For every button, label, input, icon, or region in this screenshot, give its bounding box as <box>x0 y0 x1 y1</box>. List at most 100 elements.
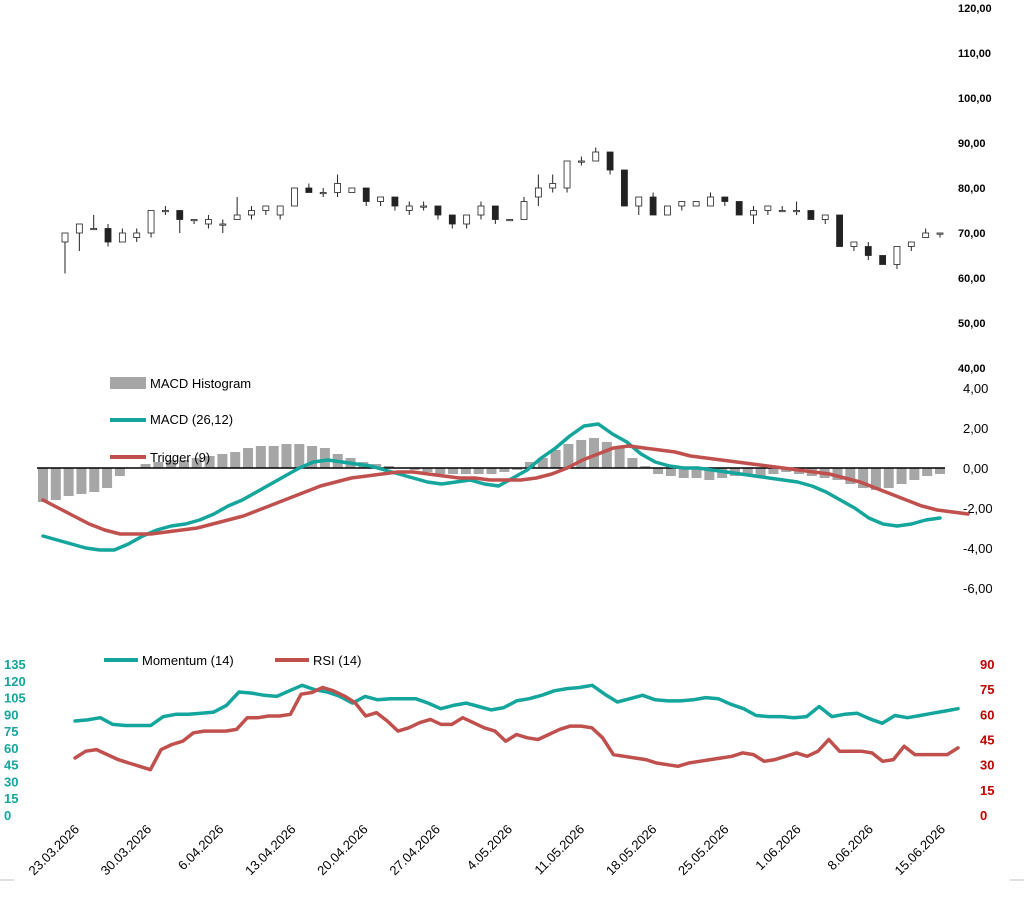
date-tick-label: 1.06.2026 <box>752 822 804 874</box>
candle-body <box>276 205 284 216</box>
candle-body <box>305 187 313 193</box>
price-tick-label: 50,00 <box>958 318 986 330</box>
candle-body <box>549 183 557 189</box>
candle-body <box>649 196 657 216</box>
candle-body <box>162 210 169 213</box>
candle-body <box>463 214 471 225</box>
rsi-tick-label: 30 <box>980 758 994 773</box>
candle-body <box>391 196 399 207</box>
histogram-bar <box>191 458 202 468</box>
histogram-bar <box>755 468 766 476</box>
histogram-bar <box>383 466 394 468</box>
histogram-bar <box>166 460 177 468</box>
histogram-bar <box>883 468 894 488</box>
histogram-bar <box>89 468 100 492</box>
candle-body <box>477 205 485 216</box>
histogram-bar <box>153 462 164 468</box>
histogram-bar <box>486 468 497 474</box>
rsi-tick-label: 75 <box>980 682 994 697</box>
candle-body <box>334 183 341 193</box>
rsi-tick-label: 60 <box>980 707 994 722</box>
date-tick-label: 25.05.2026 <box>675 822 732 879</box>
price-tick-label: 120,00 <box>958 3 992 15</box>
candle-body <box>147 210 155 234</box>
candle-body <box>922 232 930 238</box>
candle-body <box>707 196 714 207</box>
histogram-bar <box>319 448 330 468</box>
momentum-tick-label: 75 <box>4 724 18 739</box>
histogram-bar <box>38 468 48 502</box>
momentum-tick-label: 0 <box>4 808 11 823</box>
candle-body <box>807 210 815 220</box>
candle-body <box>735 201 743 216</box>
candle-body <box>348 187 356 193</box>
candle-body <box>893 246 901 265</box>
candle-body <box>864 246 872 256</box>
price-tick-label: 110,00 <box>958 48 991 60</box>
histogram-bar <box>601 442 612 468</box>
histogram-bar <box>832 468 843 480</box>
candle-body <box>520 201 528 220</box>
histogram-bar <box>576 440 587 468</box>
histogram-bar <box>537 458 548 468</box>
candle-body <box>219 223 227 226</box>
momentum-tick-label: 30 <box>4 774 18 789</box>
histogram-bar <box>50 468 61 500</box>
candle-body <box>262 205 270 211</box>
candle-body <box>534 187 542 198</box>
histogram-bar <box>294 444 305 468</box>
date-tick-label: 27.04.2026 <box>386 822 443 879</box>
histogram-bar <box>742 468 753 474</box>
candle-body <box>692 201 700 207</box>
histogram-bar <box>704 468 715 480</box>
date-tick-label: 23.03.2026 <box>25 822 82 879</box>
histogram-bar <box>896 468 907 484</box>
macd-tick-label: 2,00 <box>963 421 988 436</box>
histogram-bar <box>268 446 279 468</box>
histogram-bar <box>665 468 676 476</box>
histogram-bar <box>204 456 215 468</box>
date-axis: 23.03.2026 30.03.2026 6.04.2026 13.04.2026 2… <box>0 822 1024 881</box>
candle-body <box>420 205 428 208</box>
candle-body <box>190 219 198 222</box>
candle-body <box>793 210 800 213</box>
price-tick-label: 100,00 <box>958 93 992 105</box>
date-tick-label: 30.03.2026 <box>98 822 155 879</box>
candle-body <box>821 214 829 220</box>
macd-tick-label: 4,00 <box>963 381 988 396</box>
candle-body <box>907 241 915 247</box>
rsi-line <box>73 685 960 772</box>
histogram-bar <box>114 468 125 476</box>
price-tick-label: 70,00 <box>958 228 986 240</box>
candle-body <box>678 201 686 207</box>
histogram-bar <box>499 468 510 472</box>
candle-body <box>377 196 384 202</box>
legend-rsi-label: RSI (14) <box>313 653 361 668</box>
histogram-bar <box>922 468 933 476</box>
histogram-bar <box>422 468 433 472</box>
candle-body <box>319 192 327 195</box>
histogram-bar <box>678 468 689 478</box>
candle-body <box>176 210 184 220</box>
trigger-line <box>41 444 970 536</box>
candle-body <box>606 151 614 171</box>
candle-body <box>563 160 571 189</box>
candle-body <box>836 214 843 247</box>
legend-momentum-label: Momentum (14) <box>142 653 234 668</box>
histogram-bar <box>217 454 228 468</box>
histogram-bar <box>473 468 484 474</box>
histogram-bar <box>589 438 600 468</box>
candle-body <box>104 228 112 243</box>
legend-histogram-label: MACD Histogram <box>150 376 251 391</box>
candle-body <box>750 210 757 216</box>
histogram-bar <box>230 452 241 468</box>
histogram-bar <box>102 468 113 488</box>
candle-body <box>118 232 126 243</box>
candle-body <box>577 160 585 163</box>
histogram-bar <box>178 460 189 468</box>
rsi-tick-label: 90 <box>980 657 994 672</box>
histogram-bar <box>63 468 74 496</box>
rsi-tick-label: 15 <box>980 783 994 798</box>
